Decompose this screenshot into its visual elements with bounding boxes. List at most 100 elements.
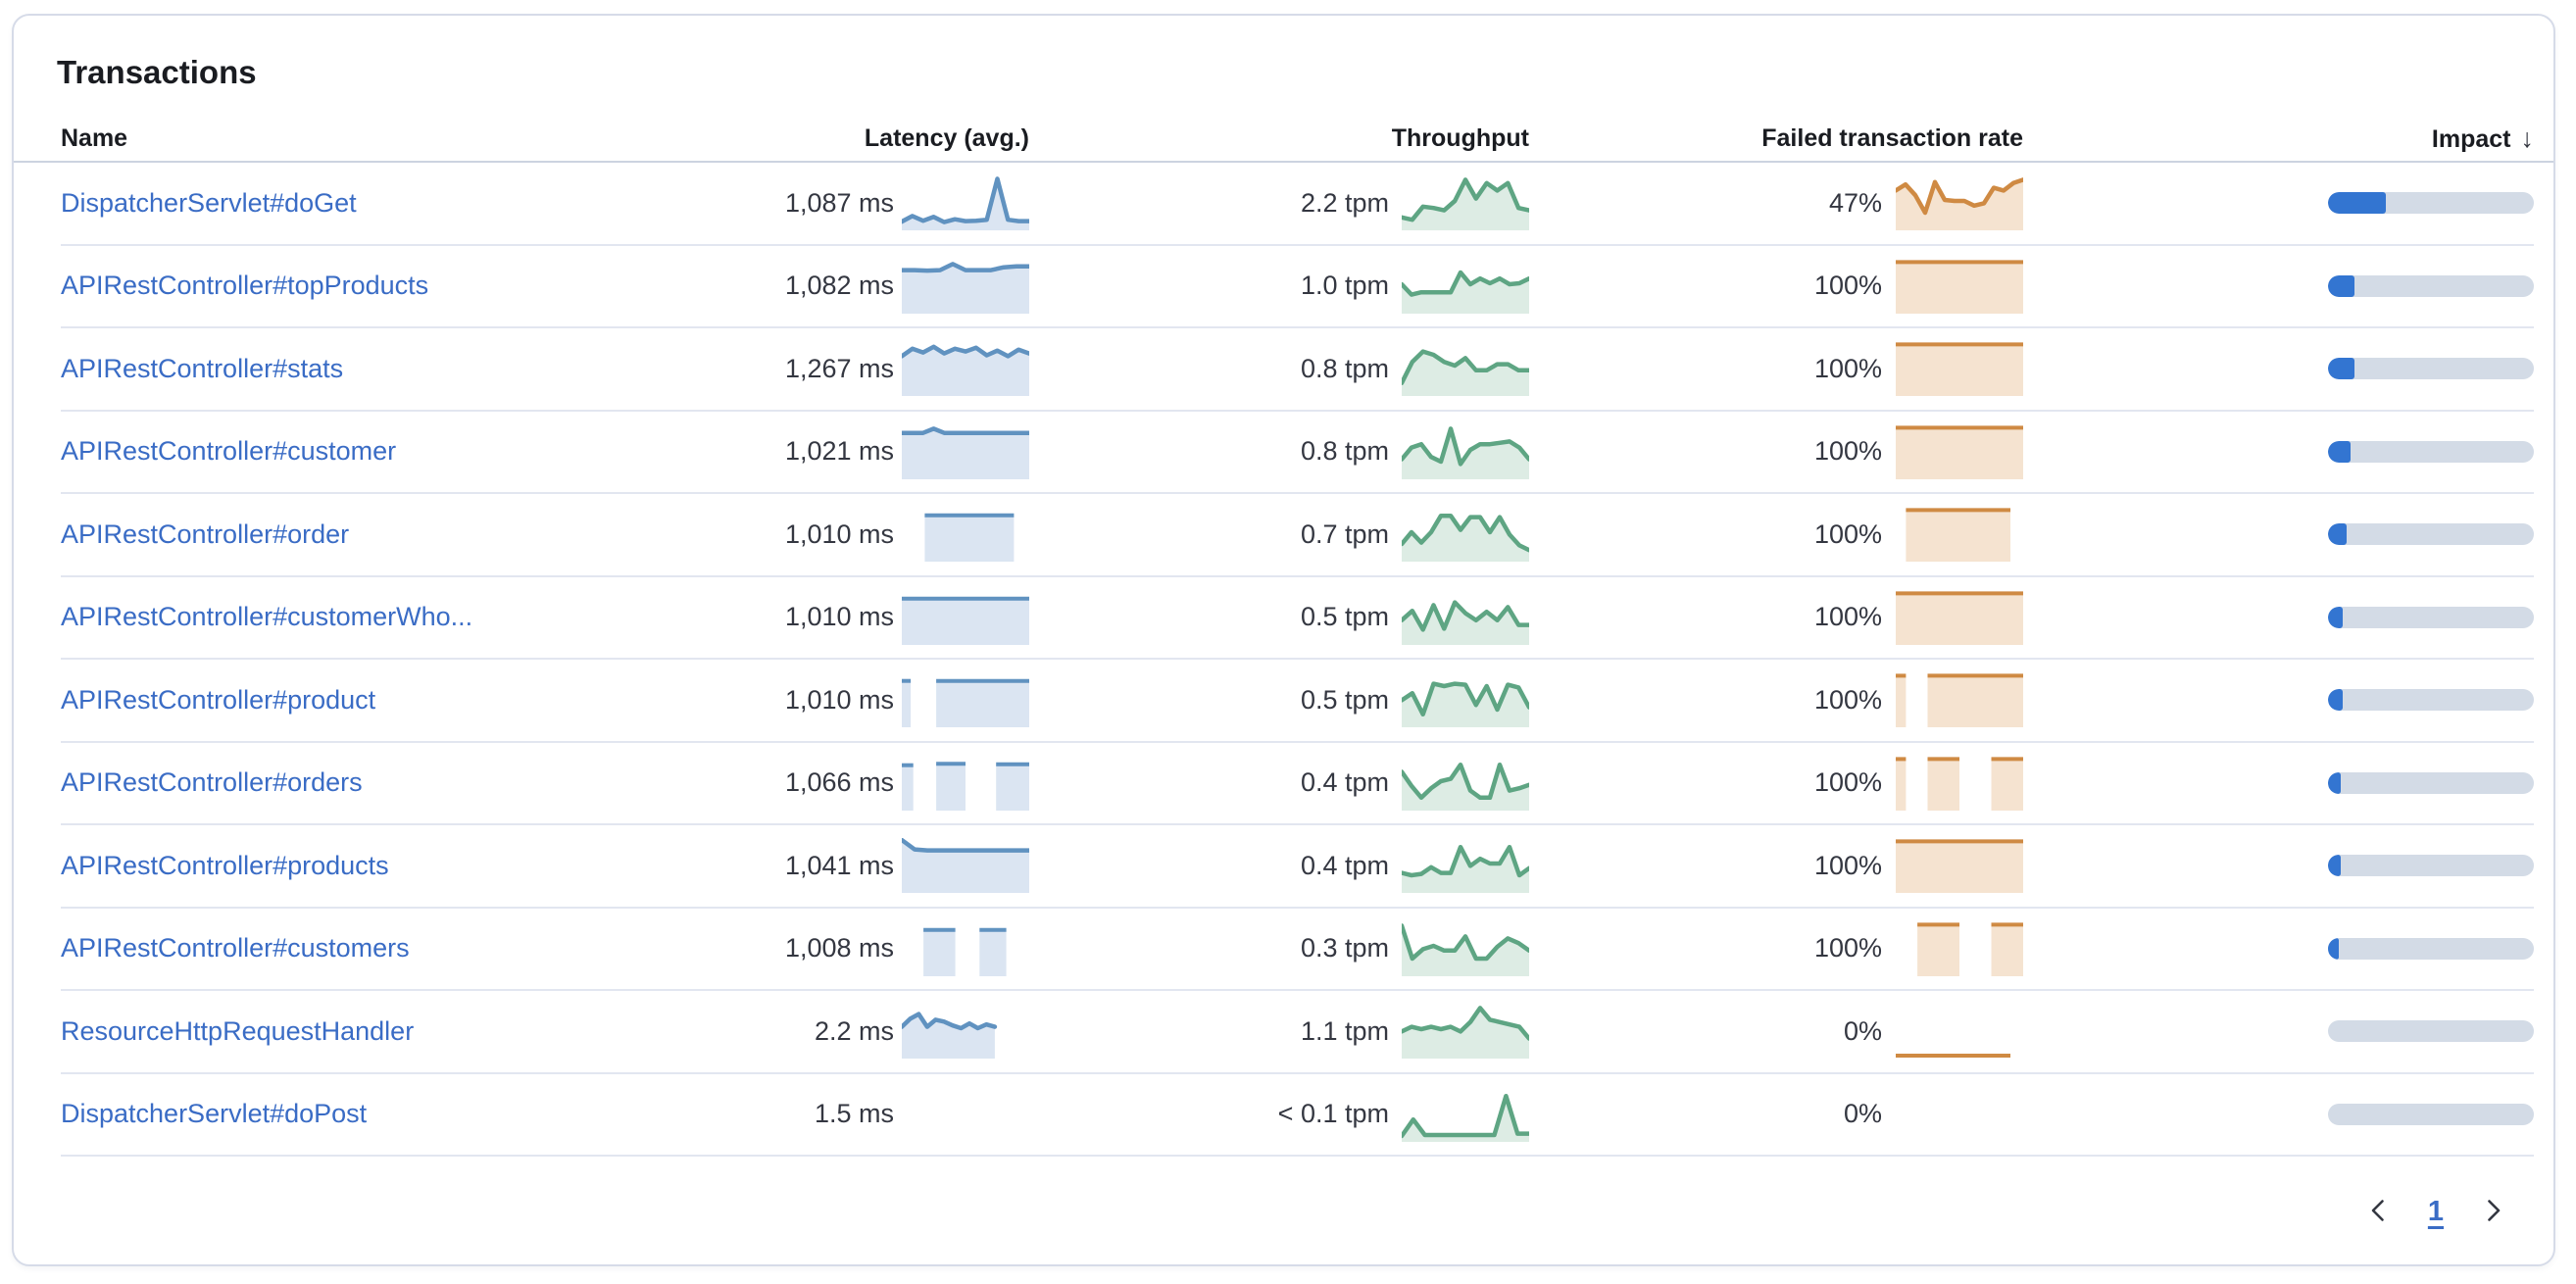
pagination: 1 [2361, 1193, 2510, 1231]
throughput-sparkline [1389, 412, 1529, 493]
latency-value: 1,021 ms [784, 436, 894, 467]
next-page-button[interactable] [2475, 1193, 2510, 1231]
chevron-right-icon [2479, 1197, 2506, 1227]
latency-value: 1,008 ms [784, 933, 894, 963]
transaction-link[interactable]: APIRestController#customerWho... [61, 602, 473, 632]
latency-sparkline [894, 328, 1029, 410]
failed-rate-value: 100% [1813, 767, 1882, 798]
throughput-value: 0.8 tpm [1300, 436, 1389, 467]
impact-bar-track [2328, 937, 2534, 960]
transaction-link[interactable]: APIRestController#order [61, 519, 350, 549]
transactions-panel: Transactions Name Latency (avg.) Through… [12, 14, 2555, 1266]
impact-bar-fill [2328, 274, 2355, 297]
impact-bar [2023, 1020, 2534, 1043]
failed-rate-value: 100% [1813, 850, 1882, 880]
impact-bar-track [2328, 440, 2534, 463]
throughput-value: 0.7 tpm [1300, 519, 1389, 549]
latency-value: 1,087 ms [784, 187, 894, 218]
impact-bar-fill [2328, 771, 2341, 794]
latency-sparkline [894, 577, 1029, 659]
throughput-sparkline [1389, 909, 1529, 990]
impact-bar [2023, 358, 2534, 380]
failed-rate-value: 100% [1813, 271, 1882, 301]
failed-rate-value: 100% [1813, 353, 1882, 383]
impact-bar [2023, 440, 2534, 463]
impact-bar [2023, 523, 2534, 546]
impact-bar [2023, 855, 2534, 877]
failed-rate-value: 100% [1813, 436, 1882, 467]
throughput-value: 0.3 tpm [1300, 933, 1389, 963]
page-1-button[interactable]: 1 [2427, 1196, 2444, 1227]
table-row: ResourceHttpRequestHandler 2.2 ms 1.1 tp… [61, 991, 2534, 1074]
throughput-value: 0.8 tpm [1300, 353, 1389, 383]
throughput-value: 1.1 tpm [1300, 1015, 1389, 1046]
table-body: DispatcherServlet#doGet 1,087 ms 2.2 tpm… [14, 163, 2553, 1157]
transaction-link[interactable]: APIRestController#product [61, 684, 376, 715]
failed-rate-sparkline [1882, 825, 2023, 907]
latency-sparkline [894, 909, 1029, 990]
table-row: APIRestController#orders 1,066 ms 0.4 tp… [61, 743, 2534, 825]
throughput-sparkline [1389, 246, 1529, 327]
throughput-value: 0.4 tpm [1300, 850, 1389, 880]
transaction-link[interactable]: APIRestController#orders [61, 767, 363, 798]
transaction-link[interactable]: ResourceHttpRequestHandler [61, 1015, 415, 1046]
failed-rate-sparkline [1882, 328, 2023, 410]
table-row: APIRestController#order 1,010 ms 0.7 tpm… [61, 494, 2534, 577]
failed-rate-sparkline [1882, 163, 2023, 244]
prev-page-button[interactable] [2361, 1193, 2397, 1231]
impact-bar [2023, 274, 2534, 297]
latency-sparkline [894, 660, 1029, 741]
latency-value: 1,066 ms [784, 767, 894, 798]
latency-value: 1,010 ms [784, 602, 894, 632]
chevron-left-icon [2365, 1197, 2393, 1227]
throughput-value: 1.0 tpm [1300, 271, 1389, 301]
latency-sparkline [894, 163, 1029, 244]
impact-bar [2023, 689, 2534, 712]
failed-rate-sparkline [1882, 1074, 2023, 1156]
column-header-failed[interactable]: Failed transaction rate [1761, 123, 2023, 152]
sort-desc-icon: ↓ [2520, 123, 2535, 153]
failed-rate-value: 100% [1813, 602, 1882, 632]
table-row: DispatcherServlet#doPost 1.5 ms < 0.1 tp… [61, 1074, 2534, 1157]
transaction-link[interactable]: DispatcherServlet#doPost [61, 1099, 368, 1129]
transaction-link[interactable]: APIRestController#products [61, 850, 389, 880]
failed-rate-sparkline [1882, 412, 2023, 493]
transaction-link[interactable]: APIRestController#stats [61, 353, 344, 383]
column-header-name[interactable]: Name [61, 123, 128, 152]
throughput-sparkline [1389, 577, 1529, 659]
impact-bar-fill [2328, 606, 2343, 628]
latency-value: 1.5 ms [814, 1099, 894, 1129]
latency-value: 1,041 ms [784, 850, 894, 880]
latency-value: 1,082 ms [784, 271, 894, 301]
impact-bar [2023, 192, 2534, 215]
transaction-link[interactable]: DispatcherServlet#doGet [61, 187, 357, 218]
transaction-link[interactable]: APIRestController#customer [61, 436, 397, 467]
panel-title: Transactions [57, 54, 257, 90]
throughput-value: 0.4 tpm [1300, 767, 1389, 798]
failed-rate-value: 100% [1813, 519, 1882, 549]
throughput-sparkline [1389, 660, 1529, 741]
failed-rate-value: 0% [1843, 1099, 1882, 1129]
impact-bar-fill [2328, 358, 2355, 380]
impact-bar [2023, 1103, 2534, 1125]
table-row: APIRestController#products 1,041 ms 0.4 … [61, 825, 2534, 909]
transaction-link[interactable]: APIRestController#customers [61, 933, 410, 963]
latency-sparkline [894, 494, 1029, 575]
impact-bar-fill [2328, 855, 2341, 877]
impact-bar-track [2328, 606, 2534, 628]
impact-bar-track [2328, 1020, 2534, 1043]
impact-bar [2023, 937, 2534, 960]
latency-sparkline [894, 743, 1029, 824]
impact-bar-fill [2328, 440, 2352, 463]
column-header-throughput[interactable]: Throughput [1391, 123, 1529, 152]
failed-rate-sparkline [1882, 494, 2023, 575]
failed-rate-sparkline [1882, 577, 2023, 659]
latency-sparkline [894, 246, 1029, 327]
impact-bar-track [2328, 192, 2534, 215]
column-header-latency[interactable]: Latency (avg.) [864, 123, 1029, 152]
column-header-impact[interactable]: Impact ↓ [2023, 123, 2534, 154]
table-row: APIRestController#customers 1,008 ms 0.3… [61, 909, 2534, 991]
transaction-link[interactable]: APIRestController#topProducts [61, 271, 429, 301]
table-row: DispatcherServlet#doGet 1,087 ms 2.2 tpm… [61, 163, 2534, 246]
latency-value: 1,010 ms [784, 684, 894, 715]
